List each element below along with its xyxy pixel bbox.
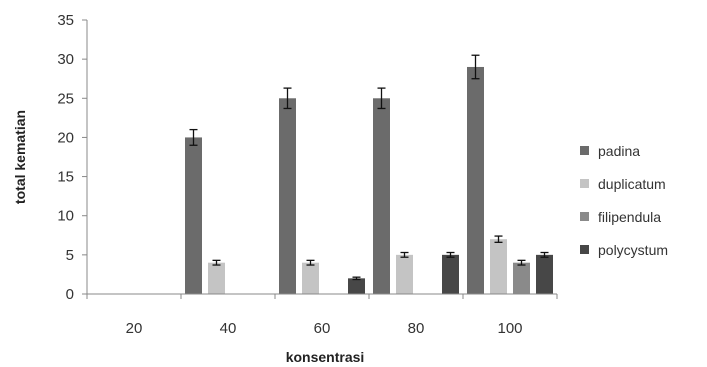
y-tick-label: 10 — [57, 208, 74, 225]
legend-label: polycystum — [598, 242, 668, 258]
legend-swatch — [580, 212, 589, 221]
y-tick-label: 25 — [57, 90, 74, 107]
error-bars — [189, 54, 549, 281]
y-tick-label: 0 — [66, 286, 74, 303]
bar — [373, 98, 390, 295]
legend-label: duplicatum — [598, 176, 666, 192]
legend: padina duplicatum filipendula polycystum — [580, 143, 668, 258]
legend-label: filipendula — [598, 209, 661, 225]
bars — [185, 66, 553, 295]
x-axis-title: konsentrasi — [286, 349, 365, 365]
x-tick-label: 80 — [408, 320, 425, 337]
y-tick-label: 15 — [57, 169, 74, 186]
x-tick-label: 100 — [497, 320, 522, 337]
bar — [348, 278, 365, 294]
y-tick-label: 35 — [57, 12, 74, 29]
legend-swatch — [580, 245, 589, 254]
legend-swatch — [580, 179, 589, 188]
bar — [396, 254, 413, 294]
y-tick-label: 20 — [57, 129, 74, 146]
bar — [302, 262, 319, 294]
x-axis-tick-labels: 20 40 60 80 100 — [126, 320, 523, 337]
x-axis-ticks — [86, 294, 558, 299]
legend-swatch — [580, 146, 589, 155]
x-tick-label: 20 — [126, 320, 143, 337]
y-axis-title: total kematian — [12, 110, 28, 204]
y-tick-label: 30 — [57, 51, 74, 68]
bar — [208, 262, 225, 294]
bar — [513, 262, 530, 294]
y-axis-ticks: 0 5 10 15 20 25 30 35 — [57, 12, 87, 303]
x-tick-label: 40 — [220, 320, 237, 337]
bar — [185, 137, 202, 294]
legend-label: padina — [598, 143, 640, 159]
bar — [490, 239, 507, 294]
y-tick-label: 5 — [66, 247, 74, 264]
bar — [536, 254, 553, 294]
x-tick-label: 60 — [314, 320, 331, 337]
bar — [442, 254, 459, 294]
bar — [279, 98, 296, 295]
bar — [467, 66, 484, 294]
